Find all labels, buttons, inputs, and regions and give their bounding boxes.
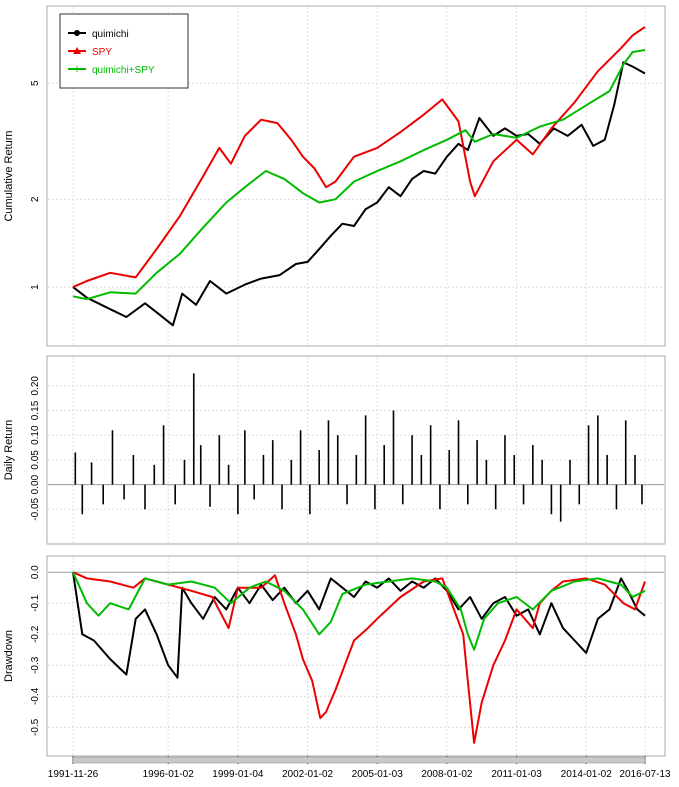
x-tick-label: 2002-01-02: [282, 769, 334, 780]
cumulative-series-combo: [72, 49, 646, 301]
legend-label-combo: quimichi+SPY: [92, 65, 155, 76]
time-ruler-bar: [72, 756, 646, 764]
x-tick-label: 1991-11-26: [48, 769, 99, 780]
y-tick-label-daily: 0.15: [30, 400, 41, 420]
daily-ylabel: Daily Return: [3, 420, 15, 481]
cumulative-ylabel: Cumulative Return: [3, 130, 15, 221]
x-tick-label: 2008-01-02: [421, 769, 473, 780]
legend-label-spy: SPY: [92, 47, 112, 58]
y-tick-label-drawdown: -0.3: [30, 656, 41, 674]
y-tick-label-drawdown: 0.0: [30, 565, 41, 579]
cumulative-series-spy: [72, 26, 646, 289]
legend-marker-combo: +: [73, 62, 80, 76]
y-tick-label-daily: -0.05: [30, 497, 41, 520]
axis-layer: 1991-11-26 1996-01-02 1999-01-04 2002-01-02…: [30, 80, 671, 780]
y-tick-label-drawdown: -0.4: [30, 687, 41, 705]
y-tick-label-daily: 0.00: [30, 474, 41, 494]
y-tick-label-drawdown: -0.5: [30, 718, 41, 736]
cumulative-series-quimichi: [72, 61, 646, 327]
drawdown-series-spy: [72, 571, 646, 744]
x-tick-label: 2014-01-02: [561, 769, 613, 780]
y-tick-label-cumulative: 2: [30, 196, 41, 202]
y-tick-label-drawdown: -0.2: [30, 625, 41, 643]
legend-label-quimichi: quimichi: [92, 29, 129, 40]
series-layer: [72, 26, 646, 744]
y-tick-label-daily: 0.20: [30, 376, 41, 396]
y-tick-label-cumulative: 5: [30, 80, 41, 86]
drawdown-ylabel: Drawdown: [3, 630, 15, 682]
grid-layer: [48, 7, 664, 755]
legend: quimichi SPY + quimichi+SPY: [59, 13, 189, 89]
x-tick-label: 1999-01-04: [212, 769, 264, 780]
cumulative-panel-frame: [46, 5, 666, 347]
drawdown-series-quimichi: [72, 572, 646, 679]
y-tick-label-drawdown: -0.1: [30, 594, 41, 612]
drawdown-series-combo: [72, 571, 646, 651]
y-tick-label-daily: 0.10: [30, 425, 41, 445]
y-tick-label-daily: 0.05: [30, 450, 41, 470]
legend-marker-spy: [73, 47, 81, 54]
x-tick-label: 2011-01-03: [491, 769, 542, 780]
daily-panel-frame: [46, 355, 666, 545]
legend-marker-quimichi: [74, 30, 80, 36]
y-tick-label-cumulative: 1: [30, 284, 41, 290]
drawdown-panel-frame: [46, 555, 666, 757]
x-tick-label: 2016-07-13: [619, 769, 671, 780]
x-tick-label: 1996-01-02: [143, 769, 195, 780]
x-tick-label: 2005-01-03: [352, 769, 404, 780]
